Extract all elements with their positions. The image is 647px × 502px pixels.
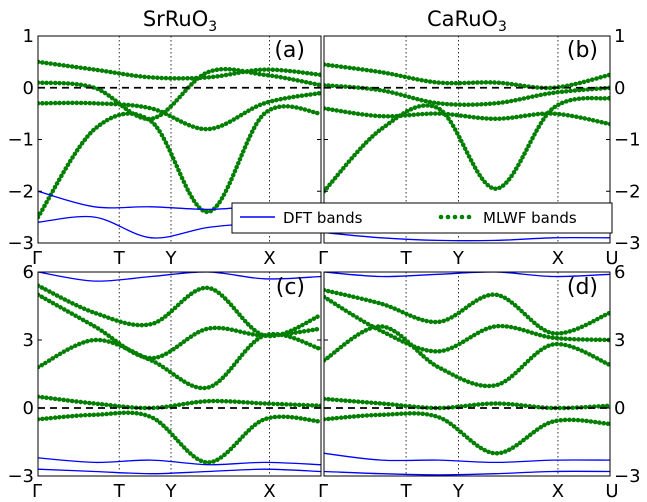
- mlwf-band: [324, 82, 610, 107]
- title-srruo3: SrRuO3: [143, 7, 217, 35]
- kpoint-label: Y: [165, 481, 178, 502]
- dft-band: [324, 452, 610, 464]
- y-tick-label: 3: [23, 330, 34, 351]
- panel-label: (a): [274, 38, 305, 63]
- dft-band: [324, 470, 610, 476]
- kpoint-label: T: [113, 481, 126, 502]
- y-tick-label: −1: [7, 130, 34, 151]
- kpoint-label: Y: [165, 248, 178, 269]
- dft-band: [38, 272, 321, 282]
- kpoint-label: Y: [452, 481, 465, 502]
- y-tick-label: −3: [7, 233, 34, 254]
- panel-label: (c): [276, 275, 305, 300]
- mlwf-band: [324, 411, 610, 456]
- y-tick-label: 0: [23, 78, 34, 99]
- kpoint-label: Y: [452, 248, 465, 269]
- mlwf-band: [38, 90, 321, 132]
- mlwf-band: [38, 331, 321, 391]
- y-tick-label: 1: [614, 26, 625, 47]
- y-tick-label: −2: [7, 181, 34, 202]
- y-tick-label: 0: [23, 398, 34, 419]
- kpoint-label: T: [113, 248, 126, 269]
- kpoint-label: T: [400, 481, 413, 502]
- panel-d: 6 3 0 −3 Γ T Y X U (d): [318, 262, 641, 502]
- panel-a: 1 0 −1 −2 −3Γ T Y X (a): [7, 26, 322, 269]
- kpoint-label: X: [552, 248, 564, 269]
- mlwf-band: [324, 95, 610, 194]
- mlwf-band: [38, 394, 321, 411]
- mlwf-band: [38, 59, 321, 81]
- y-tick-label: 0: [614, 398, 625, 419]
- dft-band: [38, 457, 321, 466]
- panel-label: (d): [567, 275, 598, 300]
- panel-label: (b): [567, 38, 598, 63]
- legend-box: [231, 202, 613, 234]
- kpoint-label: U: [605, 248, 618, 269]
- title-caruo3: CaRuO3: [427, 7, 507, 35]
- mlwf-band: [324, 106, 610, 127]
- y-tick-label: −3: [7, 466, 34, 487]
- kpoint-label: X: [263, 248, 275, 269]
- y-tick-label: 0: [614, 78, 625, 99]
- dft-band: [324, 231, 610, 242]
- kpoint-label: Γ: [318, 248, 328, 269]
- kpoint-label: T: [400, 248, 413, 269]
- bands: [38, 272, 321, 475]
- legend: DFT bands MLWF bands: [231, 202, 613, 234]
- legend-mlwf-swatch: [438, 214, 472, 220]
- y-tick-label: −3: [614, 466, 641, 487]
- dft-band: [324, 272, 610, 278]
- kpoint-label: U: [605, 481, 618, 502]
- kpoint-label: Γ: [32, 248, 42, 269]
- kpoint-label: X: [263, 481, 275, 502]
- kpoint-label: Γ: [32, 481, 42, 502]
- dft-band: [38, 468, 321, 475]
- plot-area: [324, 272, 610, 476]
- legend-mlwf-label: MLWF bands: [483, 209, 577, 227]
- kpoint-label: X: [552, 481, 564, 502]
- mlwf-band: [324, 287, 610, 336]
- mlwf-band: [38, 104, 321, 220]
- y-tick-label: 6: [23, 262, 34, 283]
- mlwf-band: [38, 410, 321, 465]
- panel-c: 6 3 0 −3Γ T Y X (c): [7, 262, 322, 502]
- legend-dft-label: DFT bands: [283, 209, 363, 227]
- y-tick-label: 3: [614, 330, 625, 351]
- mlwf-band: [324, 324, 610, 389]
- y-tick-label: −1: [614, 130, 641, 151]
- y-tick-label: −2: [614, 181, 641, 202]
- kpoint-label: Γ: [318, 481, 328, 502]
- plot-frame: [323, 271, 611, 477]
- y-tick-label: 6: [614, 262, 625, 283]
- y-tick-label: −3: [614, 233, 641, 254]
- plot-frame: [37, 271, 322, 477]
- y-tick-label: 1: [23, 26, 34, 47]
